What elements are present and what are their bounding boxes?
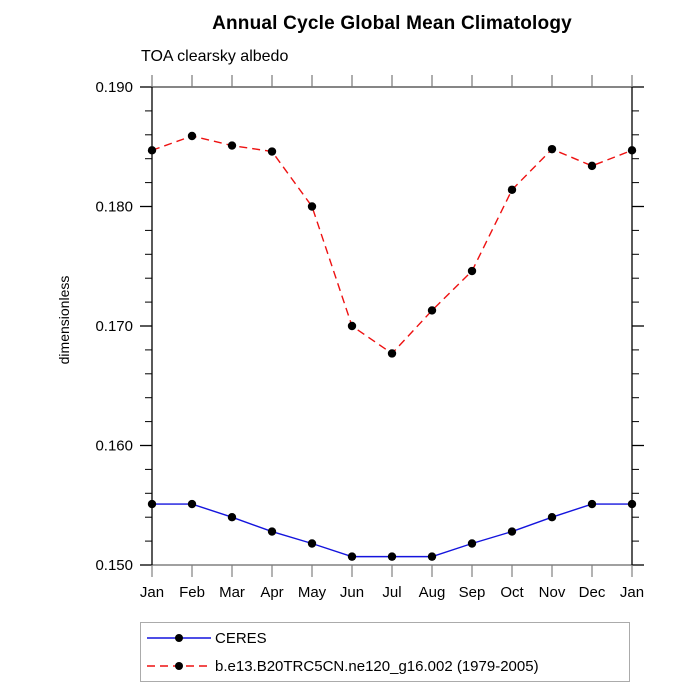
x-tick-label: Nov [539, 584, 566, 601]
data-point-marker [507, 527, 517, 536]
x-tick-label: Aug [419, 584, 446, 601]
x-tick-label: Oct [500, 584, 524, 601]
x-tick-label: Apr [260, 584, 283, 601]
data-point-marker [427, 306, 437, 315]
data-point-marker [387, 552, 397, 561]
data-point-marker [507, 185, 517, 194]
x-tick-label: Dec [579, 584, 606, 601]
y-axis-ticks [140, 86, 644, 566]
chart-title: Annual Cycle Global Mean Climatology [212, 13, 572, 34]
data-point-marker [427, 552, 437, 561]
y-tick-label: 0.170 [95, 318, 133, 335]
data-point-marker [547, 513, 557, 522]
series-ceres [147, 499, 637, 561]
data-point-marker [307, 539, 317, 548]
data-point-marker [587, 161, 597, 171]
x-tick-label: May [298, 584, 327, 601]
x-axis-ticks [151, 75, 633, 577]
data-point-marker [627, 499, 637, 509]
x-tick-label: Mar [219, 584, 245, 601]
y-tick-label: 0.190 [95, 79, 133, 96]
data-point-marker [187, 499, 197, 509]
x-tick-label: Sep [459, 584, 486, 601]
y-axis-tick-labels: 0.150 0.160 0.170 0.180 0.190 [95, 79, 133, 574]
y-tick-label: 0.180 [95, 199, 133, 216]
data-point-marker [467, 539, 477, 548]
series-line [152, 503, 632, 558]
data-point-marker [227, 513, 237, 522]
x-tick-label: Jun [340, 584, 364, 601]
legend-label-model: b.e13.B20TRC5CN.ne120_g16.002 (1979-2005… [215, 657, 539, 675]
data-point-marker [387, 349, 397, 358]
legend: CERES b.e13.B20TRC5CN.ne120_g16.002 (197… [140, 622, 630, 682]
data-point-marker [587, 499, 597, 509]
legend-line-sample-model [147, 662, 211, 670]
legend-line-sample-ceres [147, 634, 211, 642]
x-tick-label: Jul [382, 584, 401, 601]
plot-border [151, 86, 633, 566]
x-tick-label: Jan [620, 584, 644, 601]
data-point-marker [227, 141, 237, 150]
data-point-marker [467, 266, 477, 276]
series-model [147, 131, 637, 358]
y-tick-label: 0.150 [95, 557, 133, 574]
data-point-marker [267, 527, 277, 536]
x-tick-label: Jan [140, 584, 164, 601]
legend-label-ceres: CERES [215, 629, 267, 647]
data-point-marker [187, 131, 197, 141]
data-point-marker [547, 144, 557, 154]
series-line [151, 135, 633, 355]
data-point-marker [267, 147, 277, 156]
legend-sample-marker [175, 662, 183, 670]
x-tick-label: Feb [179, 584, 205, 601]
data-point-marker [147, 146, 157, 155]
legend-item-model: b.e13.B20TRC5CN.ne120_g16.002 (1979-2005… [141, 652, 629, 680]
data-point-marker [147, 499, 157, 509]
legend-item-ceres: CERES [141, 624, 629, 652]
data-point-marker [627, 146, 637, 155]
data-point-marker [347, 321, 357, 331]
chart-subtitle: TOA clearsky albedo [141, 48, 289, 65]
data-point-marker [307, 202, 317, 211]
x-axis-tick-labels: Jan Feb Mar Apr May Jun Jul Aug Sep Oct Nov Dec Jan [140, 584, 644, 601]
legend-sample-marker [175, 634, 183, 642]
y-tick-label: 0.160 [95, 438, 133, 455]
data-point-marker [347, 552, 357, 561]
